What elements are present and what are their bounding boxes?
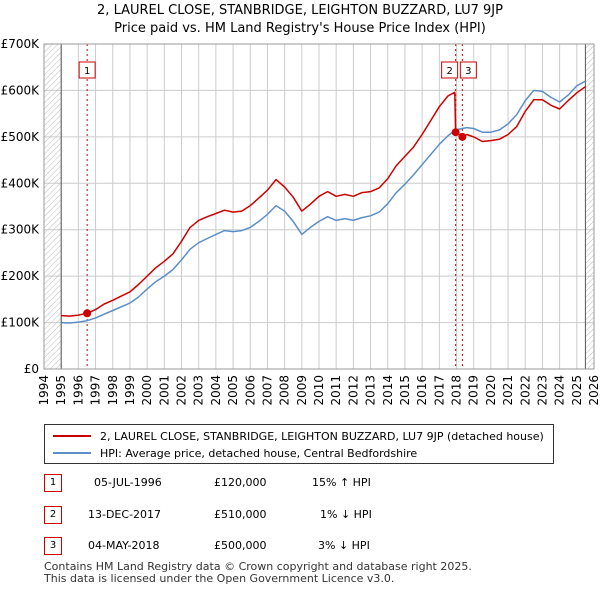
x-tick-label: 1994 [37,375,51,406]
price-chart: 1 2 3 £0 £100K £200K £300K £400K £500K £600K £700… [1,37,600,406]
x-tick-label: 2017 [432,375,446,406]
y-tick-label: £200K [1,269,41,283]
hatch-after-data [585,44,594,369]
property-price-line [61,86,586,317]
x-tick-label: 2004 [209,375,223,406]
transaction-point [458,132,467,141]
legend-label-property: 2, LAUREL CLOSE, STANBRIDGE, LEIGHTON BU… [100,429,544,443]
x-tick-label: 2014 [381,375,395,406]
transaction-date: 13-DEC-2017 [88,508,162,521]
x-tick-label: 2002 [175,375,189,406]
x-tick-label: 1995 [54,375,68,406]
transaction-hpi: 3% ↓ HPI [318,539,370,552]
x-tick-label: 2021 [501,375,515,406]
transaction-price: £120,000 [214,476,267,489]
x-tick-label: 2013 [364,375,378,406]
x-tick-label: 2011 [329,375,343,406]
transaction-date: 04-MAY-2018 [88,539,160,552]
y-tick-label: £700K [1,37,41,51]
transaction-marker-label: 1 [84,66,90,77]
x-tick-label: 2026 [587,375,600,406]
transaction-hpi: 1% ↓ HPI [320,508,372,521]
transaction-number: 3 [44,537,62,555]
x-tick-label: 2006 [243,375,257,406]
x-tick-label: 2005 [226,375,240,406]
legend: 2, LAUREL CLOSE, STANBRIDGE, LEIGHTON BU… [44,424,554,464]
legend-swatch-hpi [53,452,91,454]
x-tick-label: 2019 [467,375,481,406]
plot-border [43,43,595,370]
transaction-marker-box [441,61,459,79]
chart-title: 2, LAUREL CLOSE, STANBRIDGE, LEIGHTON BU… [97,3,503,18]
y-tick-label: £500K [1,130,41,144]
legend-item-hpi: HPI: Average price, detached house, Cent… [53,446,417,460]
x-tick-label: 1999 [123,375,137,406]
x-tick-label: 2024 [553,375,567,406]
transaction-price: £510,000 [214,508,267,521]
y-tick-label: £400K [1,176,41,190]
transaction-number: 2 [44,506,62,524]
transaction-marker-box [78,61,96,79]
x-tick-label: 2007 [260,375,274,406]
x-tick-label: 1996 [71,375,85,406]
transaction-hpi: 15% ↑ HPI [312,476,371,489]
x-tick-label: 2003 [192,375,206,406]
x-tick-label: 2023 [535,375,549,406]
x-tick-label: 2008 [278,375,292,406]
x-tick-label: 1998 [106,375,120,406]
transaction-point [83,309,92,318]
transaction-number: 1 [44,474,62,492]
x-tick-label: 2001 [157,375,171,406]
x-tick-label: 1997 [89,375,103,406]
x-tick-label: 2000 [140,375,154,406]
x-tick-label: 2012 [346,375,360,406]
x-tick-label: 2010 [312,375,326,406]
y-tick-label: £600K [1,83,41,97]
legend-label-hpi: HPI: Average price, detached house, Cent… [100,446,418,460]
y-tick-label: £100K [1,316,41,330]
x-tick-label: 2009 [295,375,309,406]
x-tick-label: 2015 [398,375,412,406]
x-tick-label: 2022 [518,375,532,406]
x-tick-label: 2025 [570,375,584,406]
transaction-marker-box [459,61,477,79]
chart-subtitle: Price paid vs. HM Land Registry's House … [114,21,486,36]
transaction-date: 05-JUL-1996 [94,476,162,489]
footer-copyright: Contains HM Land Registry data © Crown c… [44,560,472,573]
x-tick-label: 2020 [484,375,498,406]
transaction-price: £500,000 [214,539,267,552]
transaction-marker-label: 3 [465,66,471,77]
hpi-line [61,80,586,324]
hatch-before-data [44,44,62,369]
y-tick-label: £0 [24,362,39,376]
footer-licence: This data is licensed under the Open Gov… [44,572,395,585]
x-tick-label: 2018 [450,375,464,406]
x-tick-label: 2016 [415,375,429,406]
legend-swatch-property [53,435,91,437]
legend-item-property: 2, LAUREL CLOSE, STANBRIDGE, LEIGHTON BU… [53,429,544,443]
transaction-marker-label: 2 [446,66,452,77]
y-tick-label: £300K [1,223,41,237]
transaction-point [451,128,460,137]
